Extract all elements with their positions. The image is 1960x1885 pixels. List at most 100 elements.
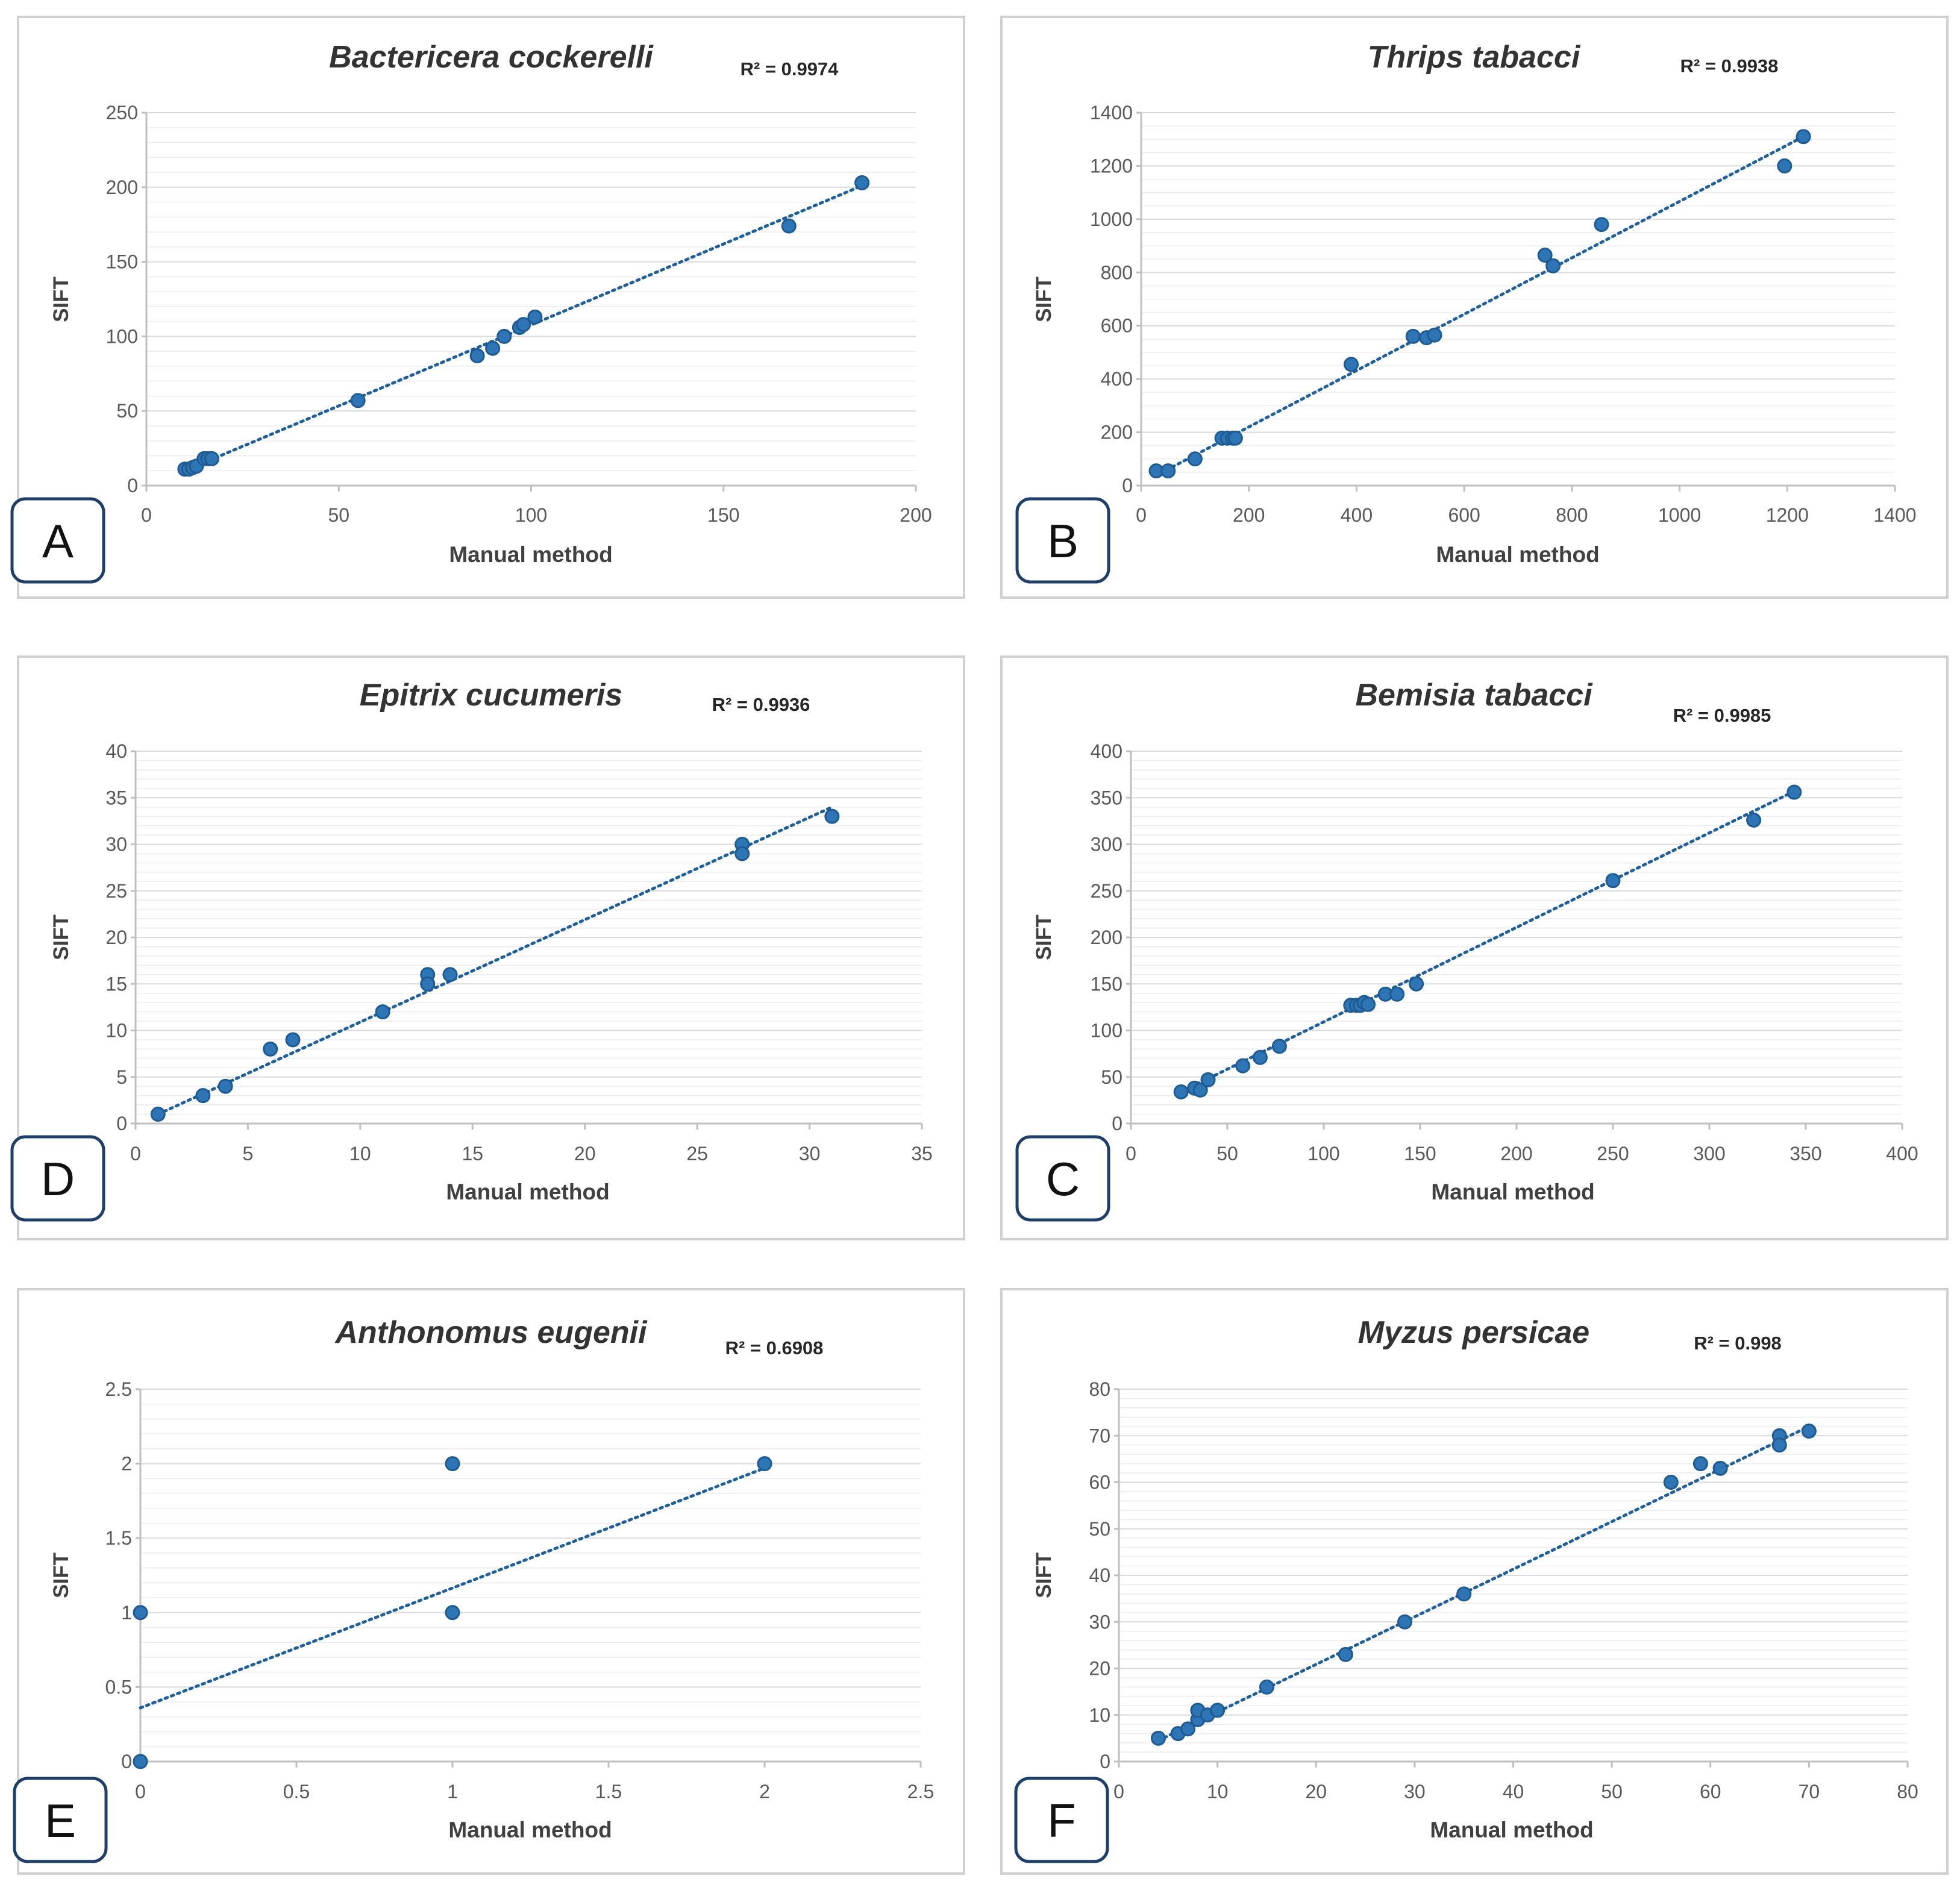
y-tick-label: 0 (1100, 1751, 1110, 1772)
data-point (1746, 812, 1762, 828)
data-point (1338, 1646, 1353, 1662)
chart-title: Thrips tabacci (1368, 40, 1581, 75)
y-tick-label: 10 (1089, 1704, 1110, 1726)
x-tick-label: 5 (243, 1143, 254, 1164)
data-point (1210, 1702, 1226, 1718)
x-axis-label: Manual method (1430, 1818, 1593, 1842)
y-tick-label: 10 (105, 1020, 127, 1042)
data-point (516, 317, 531, 333)
data-point (854, 175, 870, 190)
chart-c: 0 50 100 150 200 250 300 350 400 0 50 100 150 200 250 3… (1000, 655, 1949, 1240)
data-point (1801, 1424, 1817, 1439)
data-point (218, 1078, 233, 1094)
y-tick-label: 350 (1091, 787, 1122, 808)
y-tick-label: 1 (121, 1602, 132, 1624)
x-tick-label: 0 (135, 1781, 146, 1802)
chart-title: Anthonomus eugenii (334, 1315, 648, 1350)
data-point (1235, 1058, 1251, 1074)
data-point (1594, 217, 1609, 233)
x-tick-label: 35 (911, 1143, 933, 1164)
data-point (1777, 158, 1792, 173)
data-point (1405, 328, 1421, 344)
r-squared-label: R² = 0.9936 (712, 694, 810, 715)
trendline (139, 1466, 766, 1710)
y-axis-label: SIFT (1032, 277, 1056, 322)
x-tick-label: 1 (447, 1781, 458, 1802)
x-tick-label: 200 (1233, 504, 1265, 526)
trendline (156, 805, 834, 1116)
y-axis-label: SIFT (49, 277, 73, 322)
x-axis-label: Manual method (1431, 1180, 1594, 1204)
x-tick-label: 70 (1799, 1781, 1820, 1802)
y-tick-label: 40 (1089, 1565, 1110, 1586)
y-tick-label: 1.5 (105, 1527, 132, 1549)
x-tick-label: 10 (349, 1143, 371, 1164)
x-tick-label: 600 (1448, 504, 1480, 526)
data-point (204, 451, 220, 466)
x-tick-label: 30 (799, 1143, 821, 1164)
chart-b: 0 200 400 600 800 1000 1200 1400 0 200 400 600 800 10… (1000, 16, 1949, 599)
trendline (1153, 135, 1805, 478)
data-point (1605, 873, 1621, 889)
data-point (1712, 1460, 1728, 1476)
x-axis-label: Manual method (449, 542, 612, 567)
data-point (420, 976, 436, 992)
data-point (1537, 248, 1553, 263)
data-point (824, 808, 840, 824)
panel-badge-label: C (1046, 1152, 1080, 1205)
data-point (375, 1004, 390, 1020)
data-point (1389, 986, 1405, 1002)
y-tick-label: 60 (1089, 1472, 1110, 1493)
x-tick-label: 400 (1886, 1143, 1918, 1164)
x-tick-label: 50 (1601, 1781, 1623, 1802)
chart-title: Epitrix cucumeris (360, 678, 622, 713)
r-squared-label: R² = 0.9985 (1673, 705, 1771, 726)
x-tick-label: 2.5 (907, 1781, 934, 1802)
x-tick-label: 20 (574, 1143, 596, 1164)
data-point (734, 846, 750, 861)
x-tick-label: 1000 (1658, 504, 1701, 526)
data-point (442, 967, 458, 983)
x-tick-label: 1.5 (595, 1781, 622, 1802)
y-tick-label: 250 (1091, 880, 1122, 902)
y-axis-label: SIFT (49, 1552, 73, 1598)
data-point (263, 1041, 278, 1057)
panel-badge (13, 1777, 108, 1863)
data-point (445, 1456, 460, 1472)
x-axis-label: Manual method (446, 1180, 609, 1204)
data-point (1427, 327, 1442, 343)
data-point (1397, 1614, 1413, 1630)
data-point (1192, 1082, 1208, 1098)
data-point (1200, 1072, 1216, 1087)
y-tick-label: 1400 (1090, 102, 1133, 123)
y-tick-label: 0 (1122, 475, 1133, 496)
y-tick-label: 80 (1089, 1378, 1110, 1400)
chart-frame (1000, 16, 1949, 599)
data-point (133, 1605, 148, 1621)
y-axis-label: SIFT (49, 914, 73, 960)
data-point (133, 1754, 148, 1769)
y-tick-label: 600 (1101, 315, 1133, 337)
x-tick-label: 20 (1305, 1781, 1327, 1802)
y-tick-label: 1200 (1090, 155, 1133, 177)
chart-panel-f: 0 10 20 30 40 50 60 70 80 0 10 20 30 40 50 60 70 80 Myzus … (980, 1259, 1960, 1885)
chart-frame (1000, 1288, 1949, 1875)
y-tick-label: 100 (1091, 1020, 1122, 1042)
data-point (1409, 976, 1424, 992)
y-tick-label: 0 (121, 1751, 132, 1772)
panel-badge (1015, 1135, 1110, 1222)
y-tick-label: 200 (1101, 422, 1133, 443)
data-point (1252, 1049, 1268, 1065)
data-point (485, 340, 501, 356)
data-point (1259, 1679, 1274, 1695)
x-axis-label: Manual method (1436, 542, 1599, 567)
x-tick-label: 400 (1341, 504, 1373, 526)
y-tick-label: 150 (1091, 973, 1122, 995)
data-point (527, 309, 543, 325)
y-tick-label: 0 (127, 475, 138, 496)
chart-panel-d: 0 5 10 15 20 25 30 35 40 0 5 10 15 20 25 30 35 Epitrix cu… (0, 627, 980, 1259)
panel-badge (1014, 1777, 1109, 1863)
data-point (1187, 451, 1203, 467)
panel-badge-label: F (1047, 1794, 1076, 1847)
y-tick-label: 300 (1091, 834, 1122, 855)
